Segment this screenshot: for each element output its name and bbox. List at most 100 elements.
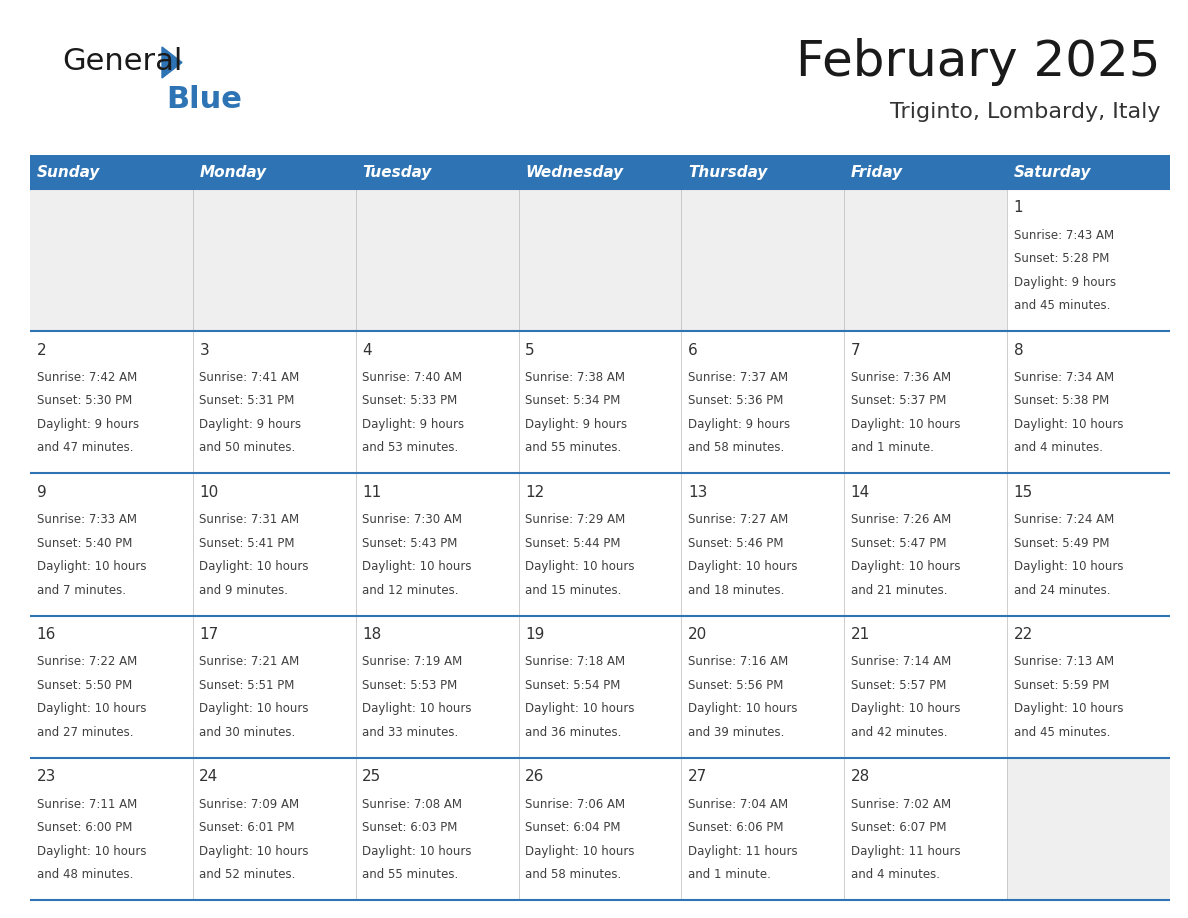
Text: Sunrise: 7:02 AM: Sunrise: 7:02 AM: [851, 798, 950, 811]
Text: 14: 14: [851, 485, 870, 499]
Text: Sunset: 5:56 PM: Sunset: 5:56 PM: [688, 679, 783, 692]
Text: Sunrise: 7:14 AM: Sunrise: 7:14 AM: [851, 655, 952, 668]
Text: Daylight: 10 hours: Daylight: 10 hours: [200, 560, 309, 573]
Bar: [355, 757, 519, 900]
Text: and 7 minutes.: and 7 minutes.: [37, 584, 126, 597]
Text: Sunrise: 7:22 AM: Sunrise: 7:22 AM: [37, 655, 137, 668]
Text: and 24 minutes.: and 24 minutes.: [1013, 584, 1110, 597]
Text: and 30 minutes.: and 30 minutes.: [200, 726, 296, 739]
Bar: [192, 331, 355, 474]
Bar: [519, 331, 682, 474]
Bar: [30, 474, 192, 616]
Text: Sunset: 5:50 PM: Sunset: 5:50 PM: [37, 679, 132, 692]
Text: and 53 minutes.: and 53 minutes.: [362, 442, 459, 454]
Text: Daylight: 11 hours: Daylight: 11 hours: [851, 845, 960, 857]
Text: Daylight: 10 hours: Daylight: 10 hours: [1013, 418, 1123, 431]
Text: Sunset: 5:40 PM: Sunset: 5:40 PM: [37, 537, 132, 550]
Text: Sunset: 5:57 PM: Sunset: 5:57 PM: [851, 679, 946, 692]
Text: 21: 21: [851, 627, 870, 642]
Text: Daylight: 11 hours: Daylight: 11 hours: [688, 845, 797, 857]
Bar: [682, 189, 845, 331]
Text: 1: 1: [1013, 200, 1023, 216]
Text: February 2025: February 2025: [796, 38, 1159, 86]
Text: Wednesday: Wednesday: [525, 164, 624, 180]
Text: Sunrise: 7:26 AM: Sunrise: 7:26 AM: [851, 513, 952, 526]
Text: and 45 minutes.: and 45 minutes.: [1013, 726, 1110, 739]
Text: Sunset: 5:46 PM: Sunset: 5:46 PM: [688, 537, 783, 550]
Text: 6: 6: [688, 342, 697, 358]
Bar: [1007, 331, 1170, 474]
Text: Sunset: 5:41 PM: Sunset: 5:41 PM: [200, 537, 295, 550]
Text: Sunset: 5:36 PM: Sunset: 5:36 PM: [688, 395, 783, 408]
Bar: [519, 616, 682, 757]
Text: Sunrise: 7:11 AM: Sunrise: 7:11 AM: [37, 798, 137, 811]
Text: and 39 minutes.: and 39 minutes.: [688, 726, 784, 739]
Text: Sunrise: 7:38 AM: Sunrise: 7:38 AM: [525, 371, 625, 384]
Text: Sunrise: 7:08 AM: Sunrise: 7:08 AM: [362, 798, 462, 811]
Text: Sunrise: 7:41 AM: Sunrise: 7:41 AM: [200, 371, 299, 384]
Text: Monday: Monday: [200, 164, 266, 180]
Text: Sunrise: 7:29 AM: Sunrise: 7:29 AM: [525, 513, 625, 526]
Text: Sunset: 6:01 PM: Sunset: 6:01 PM: [200, 821, 295, 834]
Text: General: General: [62, 48, 183, 76]
Text: Sunset: 6:04 PM: Sunset: 6:04 PM: [525, 821, 620, 834]
Text: and 58 minutes.: and 58 minutes.: [688, 442, 784, 454]
Bar: [682, 757, 845, 900]
Text: 16: 16: [37, 627, 56, 642]
Text: and 36 minutes.: and 36 minutes.: [525, 726, 621, 739]
Text: Triginto, Lombardy, Italy: Triginto, Lombardy, Italy: [890, 102, 1159, 122]
Text: Daylight: 9 hours: Daylight: 9 hours: [525, 418, 627, 431]
Bar: [30, 331, 192, 474]
Text: Sunrise: 7:31 AM: Sunrise: 7:31 AM: [200, 513, 299, 526]
Bar: [519, 757, 682, 900]
Text: Daylight: 10 hours: Daylight: 10 hours: [37, 702, 146, 715]
Text: Sunrise: 7:04 AM: Sunrise: 7:04 AM: [688, 798, 788, 811]
Text: Daylight: 10 hours: Daylight: 10 hours: [37, 560, 146, 573]
Text: Daylight: 10 hours: Daylight: 10 hours: [1013, 702, 1123, 715]
Text: and 58 minutes.: and 58 minutes.: [525, 868, 621, 881]
Bar: [682, 331, 845, 474]
Text: Friday: Friday: [851, 164, 903, 180]
Text: Sunset: 5:54 PM: Sunset: 5:54 PM: [525, 679, 620, 692]
Text: and 4 minutes.: and 4 minutes.: [1013, 442, 1102, 454]
Text: and 21 minutes.: and 21 minutes.: [851, 584, 947, 597]
Text: Daylight: 10 hours: Daylight: 10 hours: [851, 560, 960, 573]
Text: Sunset: 5:31 PM: Sunset: 5:31 PM: [200, 395, 295, 408]
Text: Daylight: 10 hours: Daylight: 10 hours: [851, 702, 960, 715]
Text: Daylight: 10 hours: Daylight: 10 hours: [525, 560, 634, 573]
Bar: [192, 474, 355, 616]
Bar: [1007, 757, 1170, 900]
Text: and 50 minutes.: and 50 minutes.: [200, 442, 296, 454]
Bar: [845, 616, 1007, 757]
Bar: [192, 616, 355, 757]
Text: Daylight: 9 hours: Daylight: 9 hours: [362, 418, 465, 431]
Text: Tuesday: Tuesday: [362, 164, 431, 180]
Bar: [845, 331, 1007, 474]
Bar: [845, 474, 1007, 616]
Text: 20: 20: [688, 627, 707, 642]
Text: and 52 minutes.: and 52 minutes.: [200, 868, 296, 881]
Text: 15: 15: [1013, 485, 1032, 499]
Text: Sunrise: 7:16 AM: Sunrise: 7:16 AM: [688, 655, 788, 668]
Text: 2: 2: [37, 342, 46, 358]
Text: and 48 minutes.: and 48 minutes.: [37, 868, 133, 881]
Text: Daylight: 10 hours: Daylight: 10 hours: [525, 845, 634, 857]
Bar: [30, 189, 192, 331]
Text: and 47 minutes.: and 47 minutes.: [37, 442, 133, 454]
Bar: [682, 474, 845, 616]
Text: and 12 minutes.: and 12 minutes.: [362, 584, 459, 597]
Text: Sunrise: 7:18 AM: Sunrise: 7:18 AM: [525, 655, 625, 668]
Text: Sunset: 5:44 PM: Sunset: 5:44 PM: [525, 537, 620, 550]
Text: Sunrise: 7:30 AM: Sunrise: 7:30 AM: [362, 513, 462, 526]
Text: Daylight: 10 hours: Daylight: 10 hours: [362, 845, 472, 857]
Text: 24: 24: [200, 769, 219, 784]
Text: 3: 3: [200, 342, 209, 358]
Text: Sunrise: 7:36 AM: Sunrise: 7:36 AM: [851, 371, 950, 384]
Text: Daylight: 10 hours: Daylight: 10 hours: [688, 560, 797, 573]
Text: Sunrise: 7:43 AM: Sunrise: 7:43 AM: [1013, 229, 1114, 241]
Text: 11: 11: [362, 485, 381, 499]
Text: Daylight: 10 hours: Daylight: 10 hours: [37, 845, 146, 857]
Text: Sunrise: 7:33 AM: Sunrise: 7:33 AM: [37, 513, 137, 526]
Text: Sunset: 5:30 PM: Sunset: 5:30 PM: [37, 395, 132, 408]
Text: 17: 17: [200, 627, 219, 642]
